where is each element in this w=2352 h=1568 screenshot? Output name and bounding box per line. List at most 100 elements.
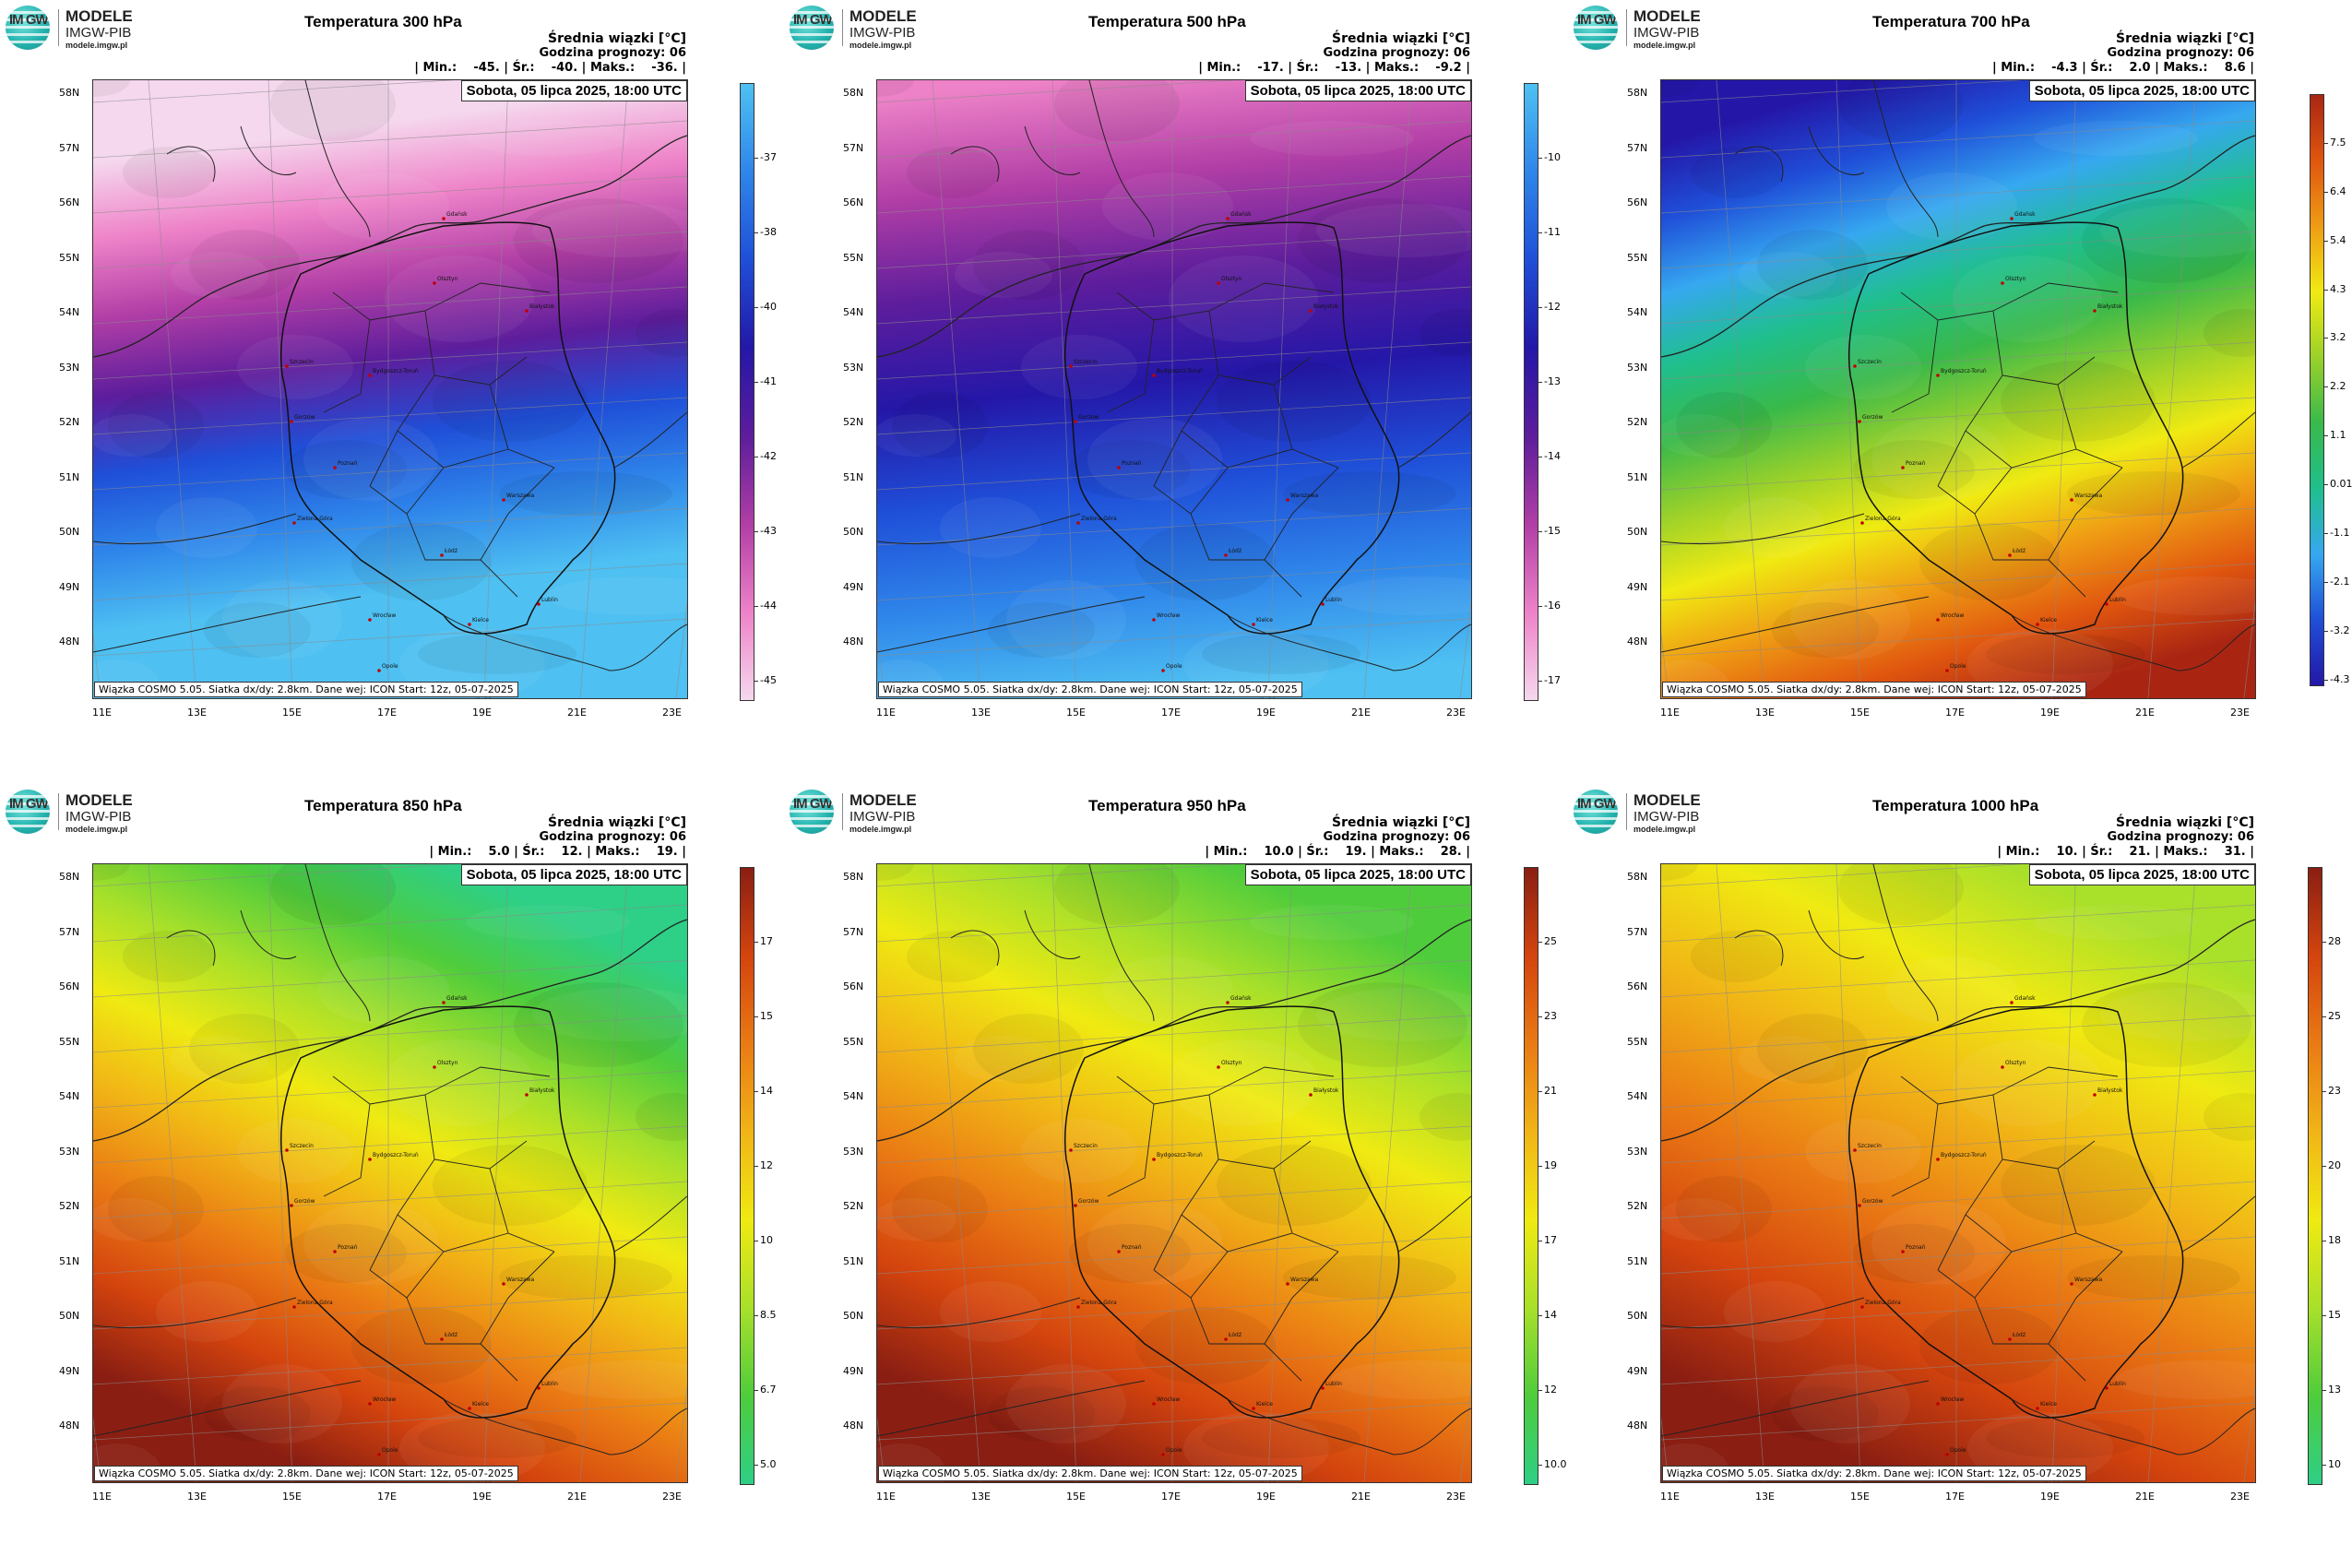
city-label: Poznań [1122, 1244, 1142, 1251]
logo-org: IMGW-PIB [65, 809, 132, 825]
city-marker [1901, 1250, 1905, 1253]
city-marker [1076, 521, 1080, 525]
longitude-label: 19E [1256, 707, 1276, 719]
valid-date: Sobota, 05 lipca 2025, 18:00 UTC [2028, 864, 2255, 885]
longitude-label: 23E [662, 1491, 682, 1503]
logo-separator [1626, 9, 1627, 46]
city-label: Olsztyn [437, 1060, 458, 1066]
latitude-label: 50N [59, 1310, 80, 1322]
latitude-label: 54N [843, 1090, 864, 1102]
longitude-label: 13E [1755, 1491, 1775, 1503]
colorbar-tick-label: -41 [754, 374, 777, 387]
city-label: Gdańsk [446, 211, 468, 218]
city-label: Opole [382, 1447, 398, 1454]
city-marker [2008, 1337, 2012, 1341]
colorbar-tick-label: -12 [1538, 300, 1561, 313]
latitude-label: 57N [1627, 925, 1648, 938]
imgw-logo: IM GW MODELE IMGW-PIB modele.imgw.pl [790, 6, 937, 53]
city-label: Olsztyn [437, 276, 458, 282]
ensemble-mean-label: Średnia wiązki [°C] [2116, 31, 2254, 46]
latitude-label: 54N [59, 306, 80, 318]
colorbar-tick-label: 23 [1538, 1009, 1557, 1022]
colorbar-tick-label: -17 [1538, 673, 1561, 686]
city-label: Bydgoszcz-Toruń [373, 1152, 419, 1158]
colorbar-tick-label: 5.4 [2323, 233, 2346, 246]
colorbar-tick-label: 21 [1538, 1084, 1557, 1097]
city-label: Białystok [1313, 303, 1339, 310]
city-marker [1161, 1453, 1165, 1456]
city-marker [1069, 364, 1073, 368]
latitude-label: 52N [59, 1200, 80, 1212]
logo-org: IMGW-PIB [849, 25, 916, 41]
colorbar-tick-label: -37 [754, 150, 777, 163]
colorbar-tick-label: 17 [1538, 1233, 1557, 1246]
city-label: Lublin [1325, 597, 1342, 603]
colorbar-tick-label: 5.0 [754, 1457, 777, 1470]
logo-separator [1626, 793, 1627, 830]
city-marker [2093, 1093, 2097, 1097]
city-marker [1152, 618, 1156, 622]
colorbar [740, 83, 754, 701]
city-marker [1936, 1158, 1940, 1161]
city-marker [1217, 281, 1220, 285]
forecast-hour-label: Godzina prognozy: 06 [1323, 46, 1470, 60]
logo-separator [842, 793, 843, 830]
latitude-label: 48N [843, 636, 864, 647]
city-label: Lublin [2109, 1381, 2126, 1387]
panel-300hpa: IM GW MODELE IMGW-PIB modele.imgw.pl Tempera… [0, 0, 784, 784]
latitude-label: 49N [1627, 580, 1648, 593]
latitude-label: 53N [843, 1145, 864, 1158]
latitude-label: 55N [843, 1035, 864, 1048]
city-marker [1286, 1282, 1289, 1286]
longitude-label: 21E [2135, 1491, 2155, 1503]
latitude-label: 55N [1627, 251, 1648, 264]
longitude-label: 11E [1660, 1491, 1680, 1503]
city-label: Lublin [1325, 1381, 1342, 1387]
city-label: Lublin [541, 1381, 558, 1387]
city-label: Szczecin [1074, 1143, 1098, 1149]
city-marker [368, 618, 372, 622]
logo-org: IMGW-PIB [1633, 25, 1700, 41]
city-label: Zielona Góra [1865, 1300, 1901, 1306]
city-marker [1901, 466, 1905, 469]
city-marker [292, 1305, 296, 1309]
latitude-label: 55N [59, 251, 80, 264]
city-marker [1224, 1337, 1228, 1341]
latitude-label: 54N [843, 306, 864, 318]
city-label: Kielce [1256, 1401, 1273, 1408]
logo-org: IMGW-PIB [1633, 809, 1700, 825]
city-label: Lublin [2109, 597, 2126, 603]
city-marker [1152, 1402, 1156, 1406]
logo-org: IMGW-PIB [65, 25, 132, 41]
imgw-logo: IM GW MODELE IMGW-PIB modele.imgw.pl [6, 790, 153, 837]
longitude-label: 15E [1066, 707, 1086, 719]
city-label: Kielce [2040, 617, 2057, 624]
city-label: Warszawa [2074, 493, 2103, 499]
city-marker [1853, 1148, 1857, 1152]
city-label: Olsztyn [2005, 276, 2026, 282]
colorbar-tick-label: -3.2 [2322, 624, 2350, 636]
longitude-label: 13E [187, 707, 207, 719]
imgw-logo-letters: IM GW [9, 796, 49, 812]
longitude-label: 21E [1351, 707, 1371, 719]
imgw-logo-icon: IM GW [790, 790, 834, 834]
imgw-logo-letters: IM GW [793, 12, 833, 28]
city-label: Szczecin [1858, 1143, 1882, 1149]
longitude-label: 15E [1066, 1491, 1086, 1503]
city-label: Lublin [541, 597, 558, 603]
city-label: Wrocław [373, 1396, 396, 1403]
city-label: Olsztyn [2005, 1060, 2026, 1066]
latitude-label: 51N [1627, 470, 1648, 483]
city-label: Białystok [529, 303, 555, 310]
valid-date: Sobota, 05 lipca 2025, 18:00 UTC [2028, 80, 2255, 101]
city-label: Gorzów [1862, 414, 1883, 421]
latitude-label: 52N [843, 416, 864, 428]
city-label: Łódź [1228, 1332, 1241, 1338]
imgw-logo-icon: IM GW [1574, 6, 1618, 50]
city-label: Poznań [338, 460, 358, 467]
longitude-label: 19E [2040, 707, 2060, 719]
latitude-label: 49N [1627, 1364, 1648, 1377]
longitude-label: 13E [187, 1491, 207, 1503]
city-label: Białystok [2097, 1087, 2123, 1094]
latitude-label: 56N [59, 980, 80, 992]
